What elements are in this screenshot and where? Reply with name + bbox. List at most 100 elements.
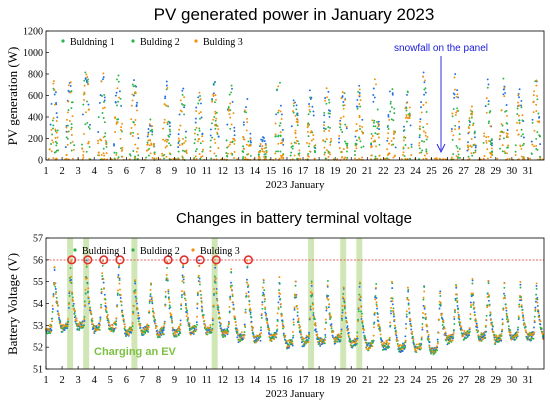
voltage-point bbox=[117, 274, 120, 276]
voltage-point bbox=[67, 321, 70, 323]
pv-point bbox=[165, 138, 168, 141]
voltage-point bbox=[105, 311, 108, 314]
voltage-point bbox=[376, 313, 379, 315]
voltage-point bbox=[390, 312, 392, 315]
pv-point bbox=[242, 155, 245, 158]
pv-point bbox=[502, 77, 505, 80]
voltage-point bbox=[195, 325, 198, 328]
pv-point bbox=[195, 106, 198, 109]
pv-point bbox=[214, 119, 217, 122]
voltage-x-tick-label: 22 bbox=[378, 375, 389, 386]
voltage-point bbox=[390, 306, 392, 309]
voltage-point bbox=[407, 288, 410, 291]
pv-point bbox=[70, 149, 73, 152]
pv-point bbox=[136, 147, 139, 150]
ev-charging-band bbox=[308, 238, 315, 369]
pv-point bbox=[517, 133, 520, 136]
voltage-point bbox=[196, 323, 198, 326]
pv-point bbox=[259, 150, 262, 153]
voltage-point bbox=[391, 287, 394, 290]
pv-point bbox=[231, 140, 234, 143]
pv-point bbox=[82, 150, 85, 153]
pv-point bbox=[161, 152, 164, 155]
pv-point bbox=[504, 91, 507, 94]
pv-point bbox=[346, 146, 349, 149]
voltage-point bbox=[426, 331, 429, 333]
voltage-point bbox=[348, 337, 351, 340]
voltage-point bbox=[236, 331, 239, 334]
voltage-point bbox=[340, 328, 343, 331]
voltage-x-tick-label: 23 bbox=[394, 375, 405, 386]
voltage-point bbox=[279, 297, 282, 300]
voltage-point bbox=[332, 330, 335, 333]
voltage-point bbox=[415, 343, 418, 346]
voltage-point bbox=[81, 322, 83, 325]
voltage-point bbox=[330, 325, 333, 328]
pv-point bbox=[249, 141, 252, 144]
voltage-point bbox=[465, 337, 468, 340]
voltage-point bbox=[312, 314, 315, 317]
voltage-point bbox=[257, 339, 260, 342]
pv-point bbox=[310, 139, 313, 142]
pv-point bbox=[277, 85, 280, 88]
voltage-point bbox=[179, 319, 182, 322]
voltage-point bbox=[537, 311, 540, 314]
pv-point bbox=[211, 99, 214, 101]
voltage-point bbox=[232, 303, 235, 306]
pv-point bbox=[99, 138, 102, 141]
pv-point bbox=[214, 81, 216, 83]
pv-point bbox=[264, 155, 267, 158]
voltage-point bbox=[293, 306, 296, 309]
pv-point bbox=[184, 136, 187, 139]
voltage-point bbox=[534, 300, 537, 303]
pv-point bbox=[296, 124, 299, 127]
voltage-point bbox=[87, 296, 90, 299]
voltage-point bbox=[456, 299, 459, 302]
voltage-point bbox=[366, 344, 369, 346]
voltage-x-tick-label: 9 bbox=[172, 375, 177, 386]
pv-point bbox=[232, 137, 235, 140]
voltage-point bbox=[359, 299, 362, 302]
voltage-point bbox=[474, 320, 477, 323]
pv-point bbox=[474, 146, 477, 149]
snowfall-annotation: snowfall on the panel bbox=[394, 43, 488, 54]
pv-point bbox=[323, 130, 326, 132]
voltage-point bbox=[84, 292, 87, 295]
pv-point bbox=[374, 132, 377, 135]
pv-point bbox=[454, 73, 457, 76]
pv-point bbox=[418, 136, 421, 139]
voltage-point bbox=[360, 317, 363, 320]
pv-point bbox=[147, 154, 150, 157]
pv-legend-label-1: Buldning 1 bbox=[70, 37, 115, 48]
pv-point bbox=[209, 139, 212, 142]
full-charge-marker bbox=[83, 255, 93, 265]
pv-point bbox=[354, 135, 357, 138]
voltage-point bbox=[101, 260, 104, 262]
pv-point bbox=[473, 136, 476, 139]
voltage-y-tick-label: 51 bbox=[33, 365, 43, 376]
voltage-point bbox=[483, 334, 486, 337]
pv-point bbox=[100, 153, 103, 156]
pv-point bbox=[500, 109, 503, 112]
pv-point bbox=[247, 153, 250, 155]
voltage-point bbox=[507, 325, 510, 328]
pv-point bbox=[115, 122, 118, 125]
voltage-point bbox=[168, 304, 171, 307]
pv-point bbox=[87, 140, 90, 143]
voltage-point bbox=[491, 324, 494, 327]
voltage-point bbox=[213, 275, 216, 278]
voltage-x-tick-label: 21 bbox=[362, 375, 373, 386]
pv-point bbox=[483, 135, 486, 138]
voltage-point bbox=[275, 336, 278, 339]
pv-point bbox=[408, 106, 411, 109]
voltage-point bbox=[276, 312, 279, 315]
ev-charging-band bbox=[340, 238, 347, 369]
pv-point bbox=[360, 130, 363, 133]
pv-point bbox=[71, 101, 74, 104]
pv-point bbox=[117, 74, 120, 77]
pv-point bbox=[89, 123, 91, 126]
voltage-point bbox=[507, 318, 509, 321]
voltage-point bbox=[476, 326, 479, 329]
pv-point bbox=[473, 132, 476, 135]
pv-point bbox=[65, 126, 68, 129]
